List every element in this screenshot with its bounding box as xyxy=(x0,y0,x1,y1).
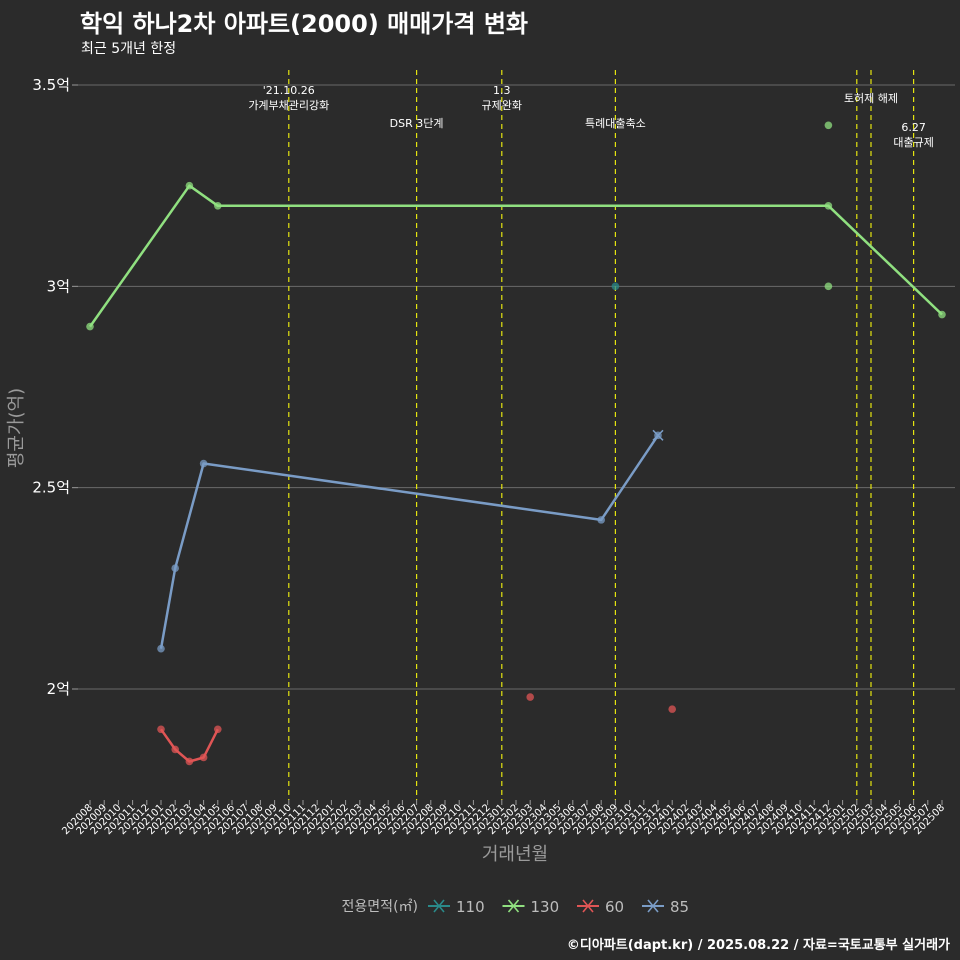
legend: 전용면적(㎡) 110 130 60 85 xyxy=(342,898,690,916)
data-point xyxy=(526,693,534,701)
data-point xyxy=(157,725,165,734)
data-point xyxy=(171,564,179,572)
policy-event-label: 토허제 해제 xyxy=(844,91,898,105)
data-point xyxy=(199,459,208,468)
data-point xyxy=(824,202,833,210)
series-85 xyxy=(157,431,662,653)
legend-key-marker xyxy=(647,899,659,913)
chart-title: 학익 하나2차 아파트(2000) 매매가격 변화 xyxy=(80,10,528,38)
legend-item-130: 130 xyxy=(502,898,560,916)
data-point xyxy=(668,705,676,713)
legend-label: 60 xyxy=(605,898,624,916)
policy-event-label: 가계부채관리강화 xyxy=(248,99,329,112)
chart-subtitle: 최근 5개년 한정 xyxy=(81,41,177,57)
y-tick-label: 2.5억 xyxy=(32,479,70,497)
series-130 xyxy=(86,121,946,331)
policy-event-label: 대출규제 xyxy=(893,136,933,149)
legend-item-60: 60 xyxy=(577,898,624,916)
y-axis-title: 평균가(억) xyxy=(6,388,27,468)
policy-event-label: 규제완화 xyxy=(482,99,522,112)
data-point xyxy=(597,516,605,524)
series-line xyxy=(159,434,660,649)
series-60 xyxy=(157,693,676,766)
data-point xyxy=(824,282,833,291)
policy-event-label: '21.10.26 xyxy=(263,84,315,97)
legend-label: 130 xyxy=(531,898,560,916)
data-point xyxy=(938,310,946,319)
data-point xyxy=(214,202,222,210)
data-point xyxy=(199,753,208,762)
legend-key-marker xyxy=(507,899,520,913)
policy-event-label: 특례대출축소 xyxy=(585,117,646,130)
data-point xyxy=(824,121,833,130)
data-point xyxy=(157,644,165,653)
y-tick-label: 3억 xyxy=(47,277,70,295)
policy-event-label: DSR 3단계 xyxy=(390,117,444,130)
y-tick-label: 3.5억 xyxy=(32,76,70,94)
x-axis-title: 거래년월 xyxy=(482,844,548,865)
y-axis-ticks: 2억 2.5억 3억 3.5억 xyxy=(32,76,78,698)
legend-label: 85 xyxy=(670,898,689,916)
data-point xyxy=(185,181,194,190)
data-point xyxy=(214,725,222,734)
legend-key-marker xyxy=(582,899,594,913)
series-line xyxy=(159,728,219,763)
data-point xyxy=(171,745,179,754)
policy-event-label: 1.3 xyxy=(493,84,511,97)
x-axis-ticks: 2020082020092020102020112020122021012021… xyxy=(60,800,947,837)
legend-item-85: 85 xyxy=(642,898,689,916)
data-series xyxy=(86,121,946,766)
legend-title: 전용면적(㎡) xyxy=(342,899,418,915)
data-point xyxy=(185,757,194,766)
legend-key-marker xyxy=(433,899,445,913)
grid-lines xyxy=(78,84,955,690)
source-caption: ©디아파트(dapt.kr) / 2025.08.22 / 자료=국토교통부 실… xyxy=(566,938,950,953)
legend-label: 110 xyxy=(456,898,485,916)
legend-item-110: 110 xyxy=(428,898,485,916)
series-110 xyxy=(611,282,620,291)
data-point-marker xyxy=(652,429,664,441)
y-tick-label: 2억 xyxy=(47,680,70,698)
policy-event-label: 6.27 xyxy=(901,121,926,134)
data-point xyxy=(611,282,620,291)
data-point xyxy=(86,322,94,331)
